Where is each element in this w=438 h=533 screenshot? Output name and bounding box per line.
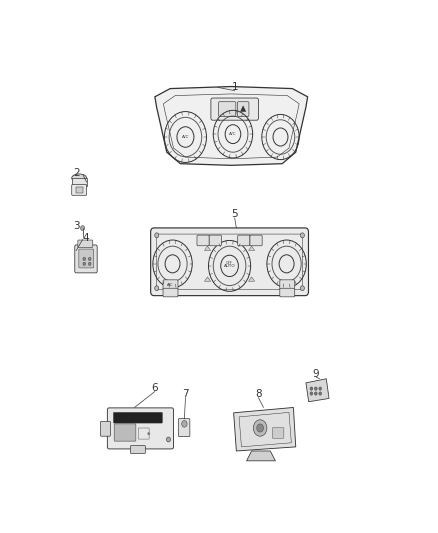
- FancyBboxPatch shape: [280, 288, 295, 297]
- Circle shape: [88, 262, 91, 265]
- Polygon shape: [205, 277, 211, 281]
- Circle shape: [83, 262, 86, 265]
- FancyBboxPatch shape: [178, 418, 190, 437]
- FancyBboxPatch shape: [209, 235, 222, 246]
- Circle shape: [314, 387, 317, 390]
- FancyBboxPatch shape: [75, 245, 97, 273]
- Circle shape: [310, 387, 313, 390]
- FancyBboxPatch shape: [114, 424, 136, 441]
- FancyBboxPatch shape: [101, 422, 110, 436]
- FancyBboxPatch shape: [237, 102, 249, 117]
- Text: 1: 1: [231, 82, 238, 92]
- Text: 6: 6: [152, 383, 158, 393]
- Circle shape: [81, 225, 85, 231]
- Circle shape: [83, 257, 86, 261]
- Polygon shape: [233, 407, 296, 451]
- Text: 9: 9: [313, 369, 319, 379]
- FancyBboxPatch shape: [163, 280, 178, 290]
- Text: OFF: OFF: [226, 261, 233, 265]
- FancyBboxPatch shape: [131, 446, 145, 454]
- Circle shape: [300, 233, 304, 238]
- Polygon shape: [248, 246, 254, 251]
- FancyBboxPatch shape: [211, 98, 258, 120]
- Text: 3: 3: [74, 221, 80, 231]
- Circle shape: [314, 392, 317, 395]
- FancyBboxPatch shape: [280, 280, 295, 290]
- FancyBboxPatch shape: [163, 288, 178, 297]
- Text: 8: 8: [255, 389, 262, 399]
- Polygon shape: [248, 277, 254, 281]
- FancyBboxPatch shape: [78, 240, 93, 247]
- FancyBboxPatch shape: [113, 413, 162, 423]
- Ellipse shape: [72, 174, 87, 182]
- FancyBboxPatch shape: [72, 178, 87, 186]
- Circle shape: [166, 437, 170, 442]
- FancyBboxPatch shape: [107, 408, 173, 449]
- Circle shape: [319, 387, 321, 390]
- FancyBboxPatch shape: [250, 235, 262, 246]
- FancyBboxPatch shape: [72, 184, 87, 195]
- Text: 7: 7: [182, 389, 189, 399]
- Text: 2: 2: [74, 168, 80, 177]
- Text: 4: 4: [83, 233, 89, 244]
- Text: AUTO: AUTO: [224, 264, 235, 268]
- Circle shape: [300, 286, 304, 290]
- Circle shape: [253, 420, 267, 436]
- Polygon shape: [155, 86, 307, 165]
- FancyBboxPatch shape: [219, 102, 236, 117]
- Circle shape: [155, 286, 159, 290]
- FancyBboxPatch shape: [76, 187, 83, 193]
- Circle shape: [310, 392, 313, 395]
- FancyBboxPatch shape: [151, 228, 308, 296]
- Polygon shape: [205, 246, 211, 251]
- Circle shape: [88, 257, 91, 261]
- Text: 5: 5: [231, 209, 238, 219]
- Circle shape: [257, 424, 264, 432]
- Text: A/C: A/C: [182, 135, 189, 139]
- Polygon shape: [247, 451, 276, 461]
- Polygon shape: [240, 106, 246, 111]
- FancyBboxPatch shape: [238, 235, 250, 246]
- Text: A/C: A/C: [229, 132, 237, 136]
- Polygon shape: [306, 379, 329, 402]
- Circle shape: [182, 421, 187, 427]
- FancyBboxPatch shape: [272, 427, 284, 438]
- Circle shape: [319, 392, 321, 395]
- Text: *: *: [147, 432, 151, 438]
- FancyBboxPatch shape: [197, 235, 209, 246]
- FancyBboxPatch shape: [79, 249, 94, 268]
- Text: A/C: A/C: [167, 283, 174, 287]
- Circle shape: [155, 233, 159, 238]
